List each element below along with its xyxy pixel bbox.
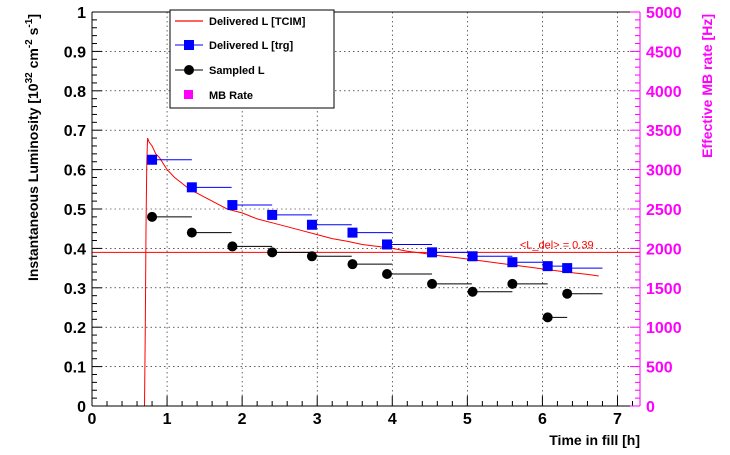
y2-tick-label: 1500: [646, 281, 682, 298]
y-tick-label: 0.8: [64, 84, 86, 101]
x-axis-title: Time in fill [h]: [549, 432, 640, 448]
legend-tcim-label: Delivered L [TCIM]: [209, 16, 306, 28]
y-tick-label: 0.9: [64, 44, 86, 61]
y-axis-right: 0 500 1000 1500 2000 2500 3000 3500 4000 4500 5000: [630, 5, 682, 416]
y2-tick-label: 2000: [646, 241, 682, 258]
sampled-point: [542, 312, 553, 323]
legend-sampled-label: Sampled L: [209, 65, 265, 77]
y2-tick-label: 4000: [646, 84, 682, 101]
legend-mb-label: MB Rate: [209, 90, 253, 102]
trg-point: [467, 251, 478, 262]
trg-point: [382, 239, 393, 250]
series-delivered-tcim: [92, 137, 599, 407]
x-tick-label: 6: [538, 411, 547, 428]
sampled-point: [467, 286, 478, 297]
trg-point: [147, 154, 158, 165]
series-delivered-trg: [147, 154, 603, 274]
x-tick-label: 4: [388, 411, 397, 428]
series-sampled: [147, 211, 603, 323]
sampled-point: [227, 241, 238, 252]
legend-trg-swatch: [184, 40, 194, 50]
legend-mb-swatch: [184, 90, 193, 99]
sampled-point: [147, 211, 158, 222]
x-tick-label: 1: [163, 411, 172, 428]
sampled-point: [267, 247, 278, 258]
trg-point: [306, 219, 317, 230]
trg-point: [427, 247, 438, 258]
y-tick-label: 0.3: [64, 281, 86, 298]
sampled-point: [186, 227, 197, 238]
y-axis-left: 0 0.1 0.2 0.3 0.4 0.5 0.6 0.7 0.8 0.9 1: [64, 5, 102, 416]
y-tick-label: 0.5: [64, 202, 86, 219]
x-tick-label: 2: [238, 411, 247, 428]
trg-point: [347, 227, 358, 238]
x-tick-label: 3: [313, 411, 322, 428]
y-tick-label: 0.4: [64, 241, 86, 258]
sampled-point: [347, 259, 358, 270]
x-tick-label: 5: [463, 411, 472, 428]
series-line-tcim: [92, 137, 599, 407]
y2-tick-label: 3500: [646, 123, 682, 140]
y-tick-label: 0.1: [64, 360, 86, 377]
y-tick-label: 0.2: [64, 320, 86, 337]
sampled-point: [382, 269, 393, 280]
y2-tick-label: 5000: [646, 5, 682, 22]
average-annotation: <L_del> = 0.39: [520, 239, 594, 251]
sampled-point: [562, 288, 573, 299]
trg-point: [227, 200, 238, 211]
x-axis: 0 1 2 3 4 5 6 7: [88, 396, 633, 428]
y-axis-title: Instantaneous Luminosity [1032 cm-2 s-1]: [24, 14, 41, 281]
x-tick-label: 0: [88, 411, 97, 428]
y-tick-label: 0.6: [64, 163, 86, 180]
y2-tick-label: 500: [646, 360, 673, 377]
trg-point: [186, 182, 197, 193]
trg-point: [542, 261, 553, 272]
y2-tick-label: 0: [646, 399, 655, 416]
trg-point: [507, 257, 518, 268]
y2-axis-title: Effective MB rate [Hz]: [699, 14, 715, 158]
y-tick-label: 0.7: [64, 123, 86, 140]
sampled-point: [507, 278, 518, 289]
sampled-point: [427, 278, 438, 289]
y2-tick-label: 4500: [646, 44, 682, 61]
legend-trg-label: Delivered L [trg]: [209, 40, 293, 52]
trg-point: [267, 209, 278, 220]
x-tick-label: 7: [613, 411, 622, 428]
legend-sampled-swatch: [184, 65, 194, 75]
legend-box: [169, 9, 335, 109]
y2-tick-label: 2500: [646, 202, 682, 219]
sampled-point: [306, 251, 317, 262]
y2-tick-label: 3000: [646, 163, 682, 180]
trg-point: [562, 263, 573, 274]
legend: Delivered L [TCIM] Delivered L [trg] Sam…: [169, 9, 335, 109]
y2-tick-label: 1000: [646, 320, 682, 337]
y-tick-label: 1: [77, 5, 86, 22]
y-tick-label: 0: [77, 399, 86, 416]
